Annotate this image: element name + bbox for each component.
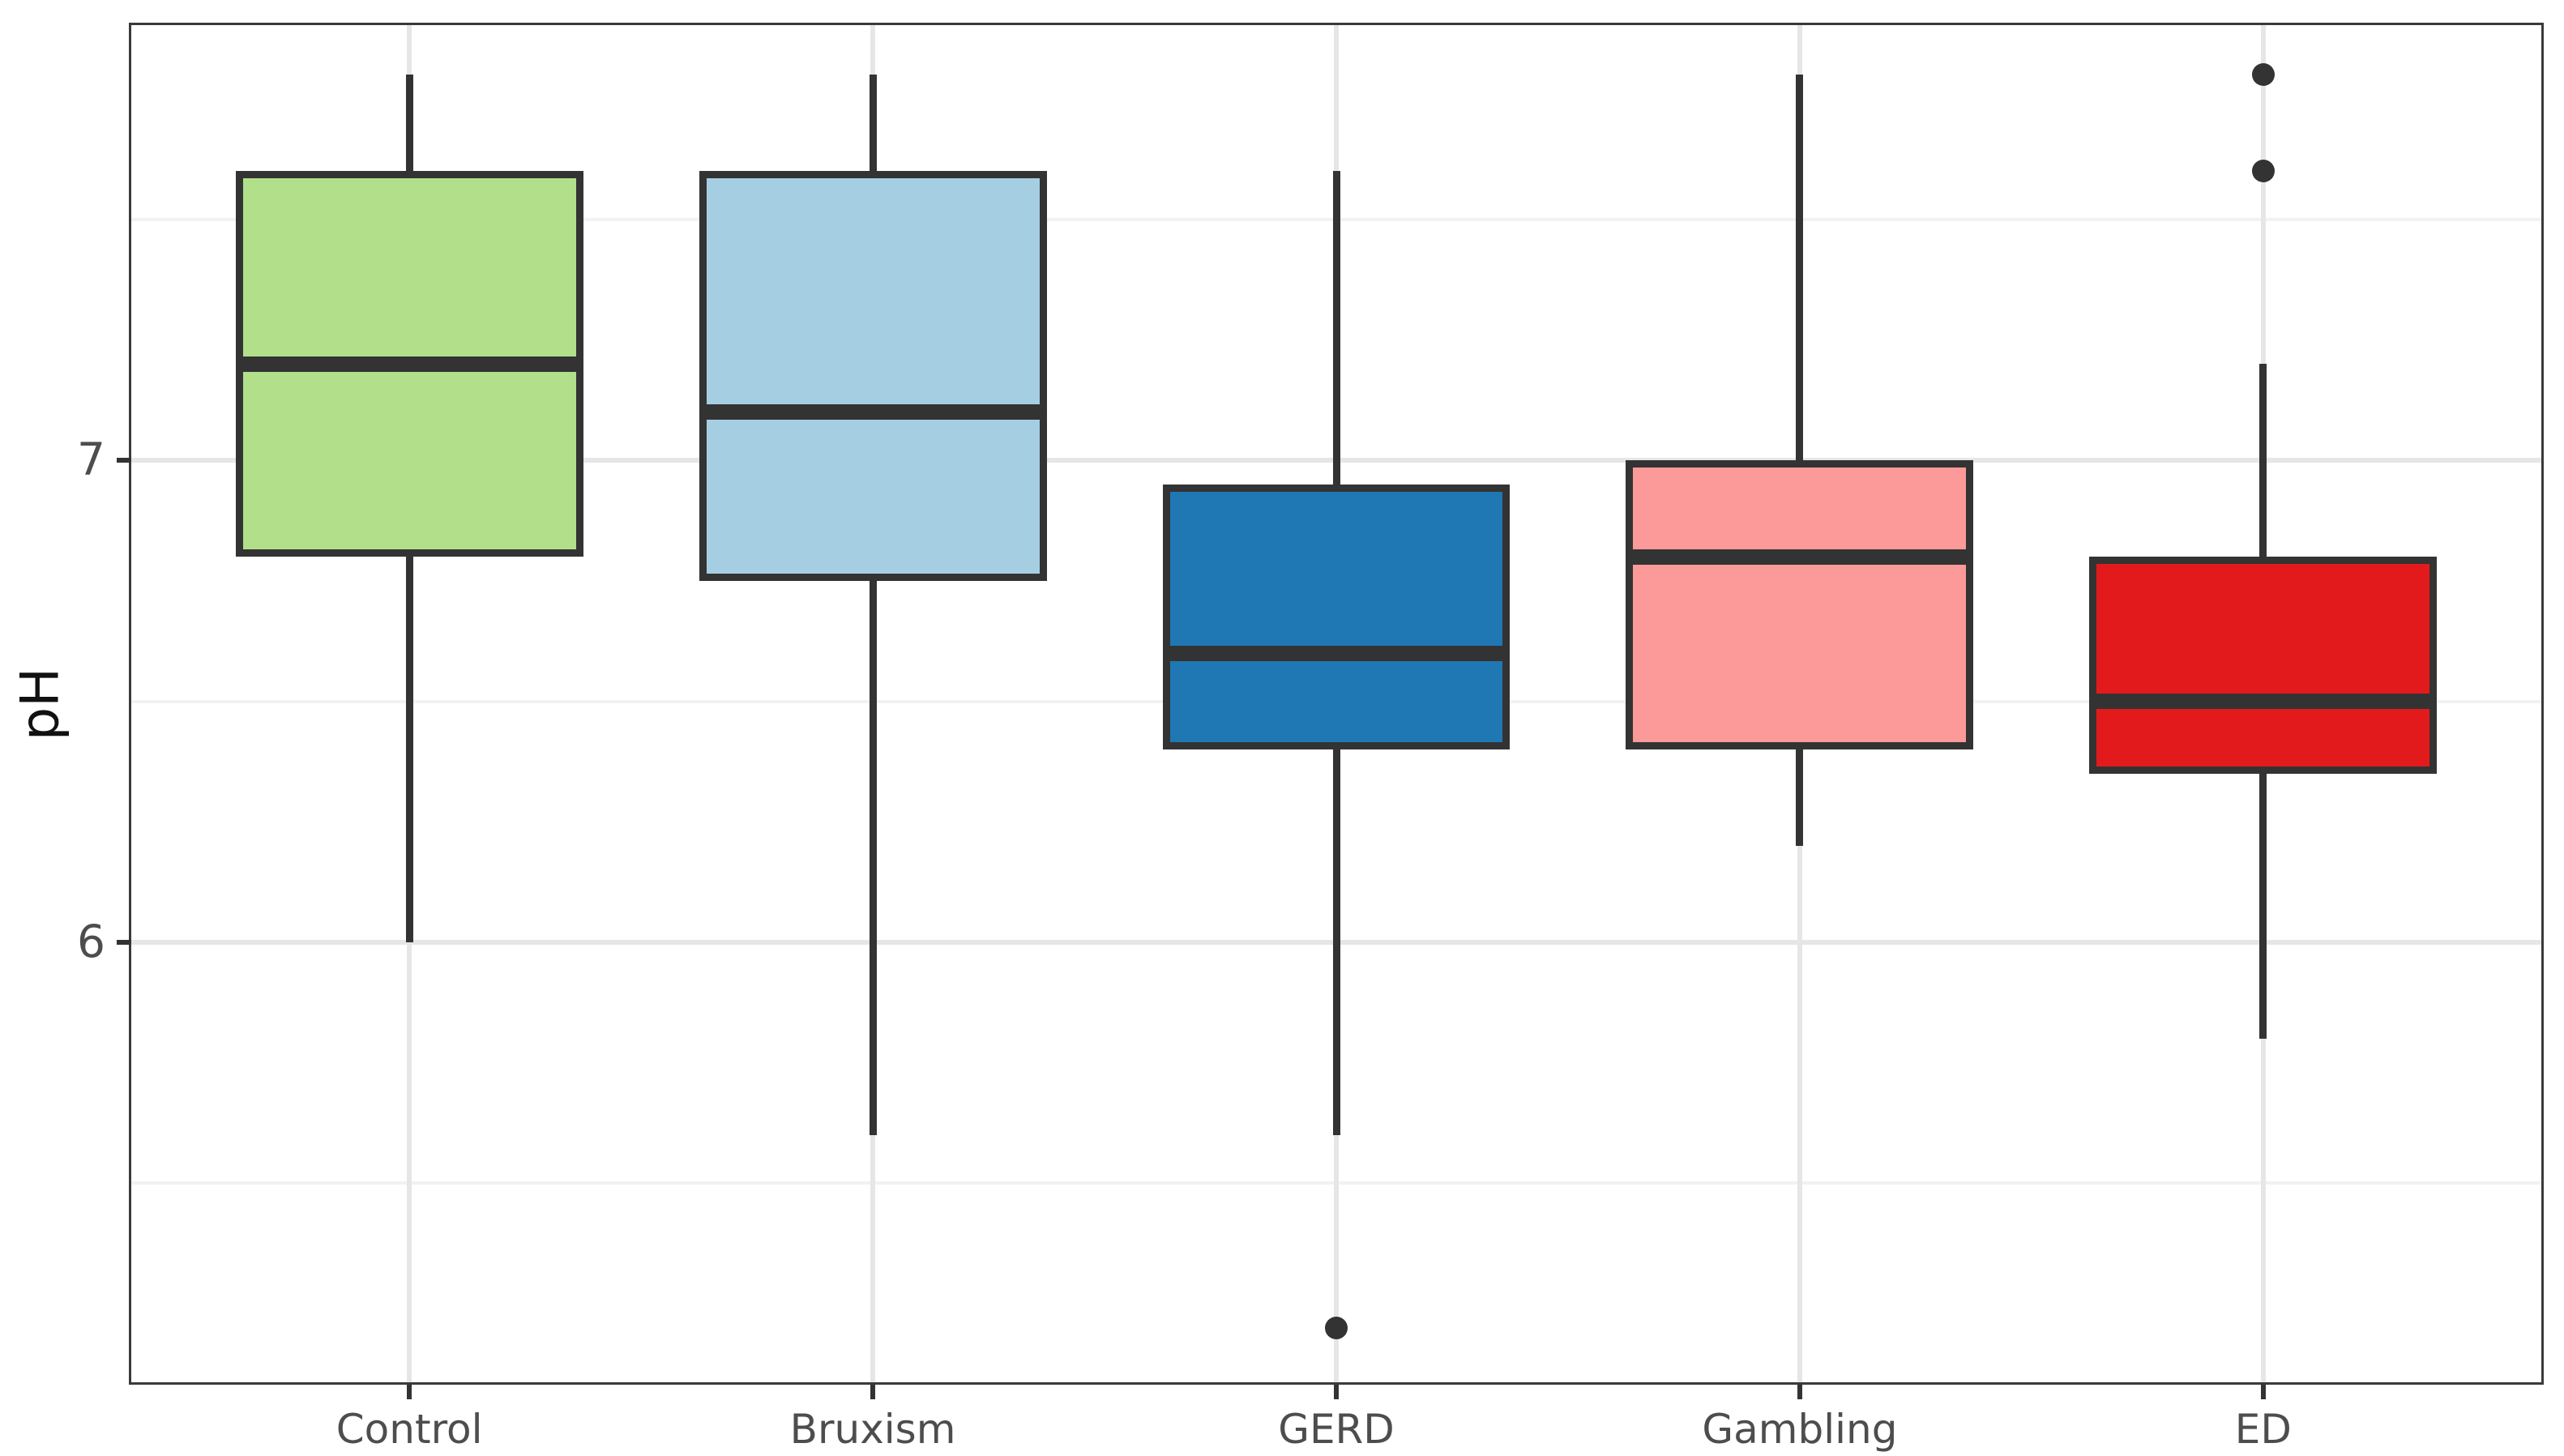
median-control (235, 356, 583, 372)
median-gerd (1162, 645, 1511, 661)
y-tick-label-6: 6 (77, 915, 105, 967)
gridline-minor-y-5.5 (131, 1181, 2541, 1185)
box-gerd (1162, 484, 1511, 749)
x-tick-label-ed: ED (2234, 1406, 2292, 1453)
median-bruxism (699, 404, 1047, 421)
x-tick-gerd (1334, 1385, 1339, 1399)
outlier-gerd-0 (1325, 1316, 1348, 1339)
x-tick-ed (2260, 1385, 2266, 1399)
y-tick-7 (117, 458, 131, 463)
box-bruxism (699, 171, 1047, 581)
x-tick-control (407, 1385, 412, 1399)
plot-panel (129, 23, 2544, 1385)
outlier-ed-1 (2251, 63, 2275, 87)
x-tick-label-bruxism: Bruxism (789, 1406, 956, 1453)
x-tick-bruxism (870, 1385, 876, 1399)
outlier-ed-0 (2251, 160, 2275, 183)
median-ed (2089, 694, 2438, 710)
x-tick-label-gerd: GERD (1278, 1406, 1395, 1453)
y-tick-6 (117, 939, 131, 945)
median-gambling (1626, 549, 1974, 565)
x-tick-gambling (1797, 1385, 1802, 1399)
box-ed (2089, 557, 2438, 774)
box-gambling (1626, 460, 1974, 749)
whisker-bruxism (869, 75, 877, 1135)
y-tick-label-7: 7 (77, 433, 105, 486)
x-tick-label-gambling: Gambling (1702, 1406, 1898, 1453)
x-tick-label-control: Control (335, 1406, 483, 1453)
y-axis-title: pH (10, 667, 71, 741)
